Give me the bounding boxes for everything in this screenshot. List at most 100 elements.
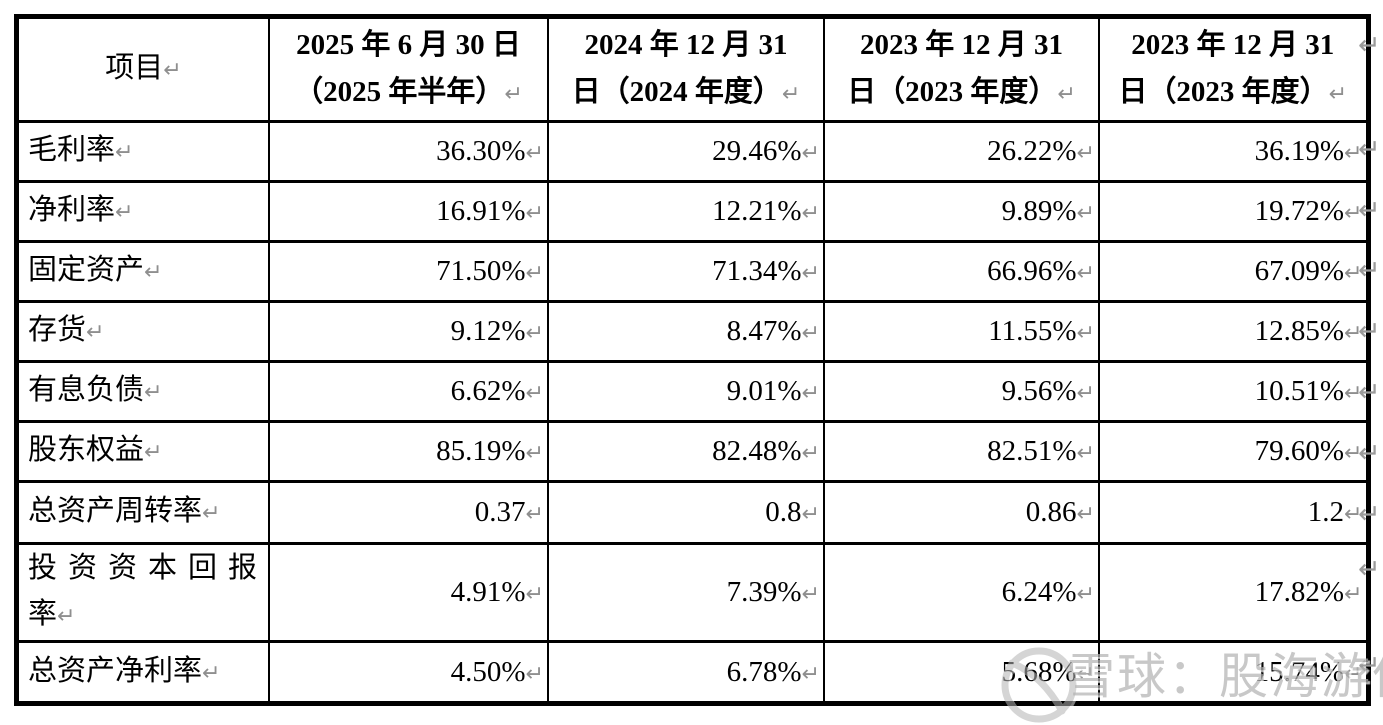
return-mark: ↵ xyxy=(1076,381,1096,406)
return-mark: ↵ xyxy=(202,501,221,526)
table-row-interest-bearing-debt: 有息负债↵ 6.62%↵ 9.01%↵ 9.56%↵ 10.51%↵ xyxy=(15,360,1370,423)
return-mark: ↵ xyxy=(525,141,545,166)
cell-value: 19.72% xyxy=(1254,195,1345,227)
header-line1: 2024 年 12 月 31 xyxy=(584,28,788,61)
return-mark: ↵ xyxy=(525,441,545,466)
return-mark: ↵ xyxy=(525,321,545,346)
return-mark: ↵ xyxy=(144,260,163,285)
header-line1: 2023 年 12 月 31 xyxy=(860,28,1064,61)
return-mark: ↵ xyxy=(1057,81,1076,107)
return-mark: ↵ xyxy=(1328,81,1348,107)
header-line2-wrap: （2025 年半年）↵ xyxy=(271,69,546,118)
return-mark: ↵ xyxy=(1344,141,1363,166)
cell-value: 4.50% xyxy=(450,655,526,688)
value-cell: 11.55%↵ xyxy=(823,300,1101,363)
header-period-2023b: 2023 年 12 月 31 日（2023 年度）↵ xyxy=(1098,15,1370,123)
row-label-cell: 总资产净利率↵ xyxy=(15,640,271,705)
row-label-cell: 毛利率↵ xyxy=(15,120,271,183)
row-label: 总资产周转率 xyxy=(28,495,203,527)
return-mark: ↵ xyxy=(801,261,821,286)
value-cell: 67.09%↵ xyxy=(1098,240,1370,303)
return-mark: ↵ xyxy=(115,200,134,225)
value-cell: 79.60%↵ xyxy=(1098,420,1370,483)
value-cell: 5.68%↵ xyxy=(823,640,1101,705)
cell-value: 26.22% xyxy=(987,135,1077,167)
cell-value: 0.8 xyxy=(765,496,802,528)
return-mark: ↵ xyxy=(801,661,821,687)
row-label: 毛利率 xyxy=(28,134,116,166)
value-cell: 36.19%↵ xyxy=(1098,120,1370,183)
return-mark: ↵ xyxy=(1076,661,1096,687)
row-label-cell: 投资资本回报 率↵ xyxy=(15,542,271,643)
return-mark: ↵ xyxy=(57,604,76,629)
return-mark: ↵ xyxy=(1076,141,1096,166)
table-row-asset-turnover: 总资产周转率↵ 0.37↵ 0.8↵ 0.86↵ 1.2↵ xyxy=(15,480,1370,545)
value-cell: 29.46%↵ xyxy=(547,120,826,183)
cell-value: 9.12% xyxy=(450,315,526,347)
row-label-line2-wrap: 率↵ xyxy=(28,591,267,639)
table-row-roa: 总资产净利率↵ 4.50%↵ 6.78%↵ 5.68%↵ 15.74%↵ xyxy=(15,640,1370,705)
return-mark: ↵ xyxy=(115,140,134,165)
value-cell: 19.72%↵ xyxy=(1098,180,1370,243)
row-label-cell: 股东权益↵ xyxy=(15,420,271,483)
cell-value: 11.55% xyxy=(988,315,1077,347)
header-line2: 日（2023 年度） xyxy=(847,75,1058,108)
cell-value: 17.82% xyxy=(1254,576,1345,608)
cell-value: 0.86 xyxy=(1025,496,1077,528)
row-label-line1: 投资资本回报 xyxy=(28,552,269,584)
cell-value: 66.96% xyxy=(987,255,1077,287)
return-mark: ↵ xyxy=(163,58,182,83)
row-label-cell: 固定资产↵ xyxy=(15,240,271,303)
cell-value: 79.60% xyxy=(1254,435,1345,467)
row-label-line2: 率 xyxy=(28,598,58,630)
cell-value: 29.46% xyxy=(712,135,802,167)
return-mark: ↵ xyxy=(144,440,163,465)
return-mark: ↵ xyxy=(1344,502,1363,527)
return-mark: ↵ xyxy=(801,582,821,607)
cell-value: 82.51% xyxy=(987,435,1077,467)
value-cell: 9.12%↵ xyxy=(268,300,550,363)
header-period-2025h1: 2025 年 6 月 30 日 （2025 年半年）↵ xyxy=(268,15,550,123)
return-mark: ↵ xyxy=(86,320,105,345)
value-cell: 0.37↵ xyxy=(268,480,550,545)
header-line2-wrap: 日（2023 年度）↵ xyxy=(1101,69,1366,118)
return-mark: ↵ xyxy=(1076,502,1096,527)
header-period-2023a: 2023 年 12 月 31 日（2023 年度）↵ xyxy=(823,15,1101,123)
cell-value: 67.09% xyxy=(1254,255,1345,287)
return-mark: ↵ xyxy=(1344,381,1363,406)
return-mark: ↵ xyxy=(781,81,801,107)
value-cell: 7.39%↵ xyxy=(547,542,826,643)
return-mark: ↵ xyxy=(1344,582,1363,607)
cell-value: 85.19% xyxy=(436,435,526,467)
cell-value: 1.2 xyxy=(1307,496,1345,528)
row-label: 净利率 xyxy=(28,194,116,226)
cell-value: 36.19% xyxy=(1254,135,1345,167)
row-label: 有息负债 xyxy=(28,374,145,406)
cell-value: 9.89% xyxy=(1001,195,1077,227)
return-mark: ↵ xyxy=(801,381,821,406)
return-mark: ↵ xyxy=(801,201,821,226)
header-row: 项目↵ 2025 年 6 月 30 日 （2025 年半年）↵ 2024 年 1… xyxy=(15,15,1370,123)
cell-value: 36.30% xyxy=(436,135,526,167)
return-mark: ↵ xyxy=(1344,661,1363,687)
header-period-2024: 2024 年 12 月 31 日（2024 年度）↵ xyxy=(547,15,826,123)
cell-value: 12.85% xyxy=(1254,315,1345,347)
row-label-cell: 存货↵ xyxy=(15,300,271,363)
header-line2-wrap: 日（2023 年度）↵ xyxy=(826,69,1097,118)
value-cell: 71.50%↵ xyxy=(268,240,550,303)
cell-value: 82.48% xyxy=(712,435,802,467)
row-label-cell: 净利率↵ xyxy=(15,180,271,243)
cell-value: 8.47% xyxy=(726,315,802,347)
value-cell: 82.51%↵ xyxy=(823,420,1101,483)
cell-value: 4.91% xyxy=(450,576,526,608)
return-mark: ↵ xyxy=(525,261,545,286)
value-cell: 9.89%↵ xyxy=(823,180,1101,243)
return-mark: ↵ xyxy=(1076,261,1096,286)
header-item-label: 项目 xyxy=(105,52,164,84)
return-mark: ↵ xyxy=(525,201,545,226)
value-cell: 1.2↵ xyxy=(1098,480,1370,545)
row-label: 总资产净利率 xyxy=(28,654,203,687)
header-line2: 日（2024 年度） xyxy=(571,75,782,108)
cell-value: 7.39% xyxy=(726,576,802,608)
cell-value: 71.34% xyxy=(712,255,802,287)
